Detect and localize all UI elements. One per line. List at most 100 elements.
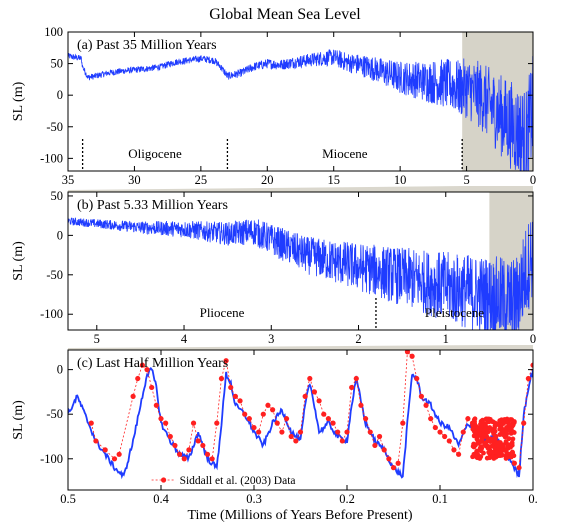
x-tick-label: 0 [530, 332, 536, 346]
siddall-point [510, 436, 516, 442]
siddall-point [195, 438, 201, 444]
siddall-point [390, 465, 397, 471]
siddall-point [456, 451, 462, 457]
x-tick-label: 4 [181, 332, 188, 346]
x-tick-label: 35 [62, 173, 75, 187]
x-tick-label: 15 [327, 173, 340, 187]
siddall-point [475, 425, 481, 431]
siddall-point [149, 384, 155, 391]
y-tick-label: -100 [40, 307, 63, 321]
siddall-point [501, 432, 507, 438]
siddall-point [418, 393, 424, 399]
y-axis-label: SL (m) [11, 241, 26, 281]
siddall-point [353, 375, 359, 382]
siddall-point [204, 451, 211, 457]
plot-frame [67, 191, 534, 331]
siddall-point [102, 447, 108, 453]
x-tick-label: 0.5 [60, 492, 76, 506]
siddall-point [507, 422, 512, 428]
y-tick-label: -50 [46, 120, 63, 134]
siddall-point [242, 411, 248, 417]
siddall-point [186, 447, 192, 453]
siddall-point [376, 433, 383, 440]
siddall-point [144, 367, 150, 373]
siddall-point [521, 420, 527, 426]
siddall-point [432, 424, 438, 431]
siddall-point [499, 417, 504, 423]
siddall-point [409, 353, 415, 359]
siddall-point [504, 425, 509, 430]
siddall-point [490, 436, 496, 442]
panel-title: (c) Last Half Million Years [77, 356, 228, 371]
plot-frame [67, 31, 534, 172]
x-tick-label: 0.3 [246, 492, 262, 506]
siddall-point [404, 350, 411, 355]
siddall-point [256, 429, 262, 435]
x-tick-label: 25 [195, 173, 208, 187]
siddall-point [172, 442, 178, 449]
siddall-point [349, 384, 355, 391]
siddall-point [163, 420, 169, 426]
siddall-point [251, 424, 257, 431]
siddall-point [209, 456, 215, 462]
siddall-point [386, 456, 392, 462]
zoom-connector-bc [68, 345, 533, 350]
siddall-point [530, 362, 533, 368]
siddall-point [478, 444, 484, 449]
siddall-point [381, 447, 387, 453]
siddall-point [190, 420, 197, 426]
siddall-point [516, 465, 522, 471]
siddall-point [451, 447, 457, 453]
x-tick-label: 0.4 [153, 492, 169, 506]
siddall-point [167, 433, 173, 440]
y-tick-label: 0 [57, 88, 63, 102]
x-tick-label: 10 [394, 173, 407, 187]
siddall-point [437, 429, 443, 435]
siddall-point [499, 425, 504, 431]
x-tick-label: 20 [261, 173, 274, 187]
siddall-point [472, 416, 478, 422]
panel-title: (a) Past 35 Million Years [77, 38, 217, 53]
siddall-point [481, 432, 486, 438]
epoch-label: Miocene [322, 146, 368, 161]
y-tick-label: -100 [40, 151, 63, 165]
y-tick-label: 0 [57, 228, 63, 242]
panel-b: Pliocene Pleistocene 5 4 3 2 1 0 50 0 -50 -100 (b) P… [11, 189, 536, 346]
siddall-point [474, 434, 480, 440]
siddall-point [502, 417, 508, 422]
siddall-point [490, 419, 496, 425]
siddall-point [181, 456, 187, 462]
siddall-point [478, 448, 484, 454]
siddall-point [485, 445, 491, 451]
siddall-point [311, 389, 318, 395]
siddall-point [507, 442, 513, 448]
siddall-point [511, 430, 517, 435]
siddall-point [470, 443, 476, 449]
x-tick-label: 0.2 [339, 492, 355, 506]
siddall-point [344, 429, 350, 435]
siddall-point [297, 429, 304, 435]
siddall-point [335, 429, 341, 435]
siddall-point [489, 443, 495, 449]
siddall-point [472, 429, 477, 435]
x-axis-label: Time (Millions of Years Before Present) [187, 508, 412, 523]
siddall-point [177, 451, 183, 457]
y-tick-label: -100 [40, 452, 63, 466]
siddall-point [130, 393, 136, 399]
siddall-point [478, 454, 484, 460]
siddall-point [493, 454, 499, 460]
x-tick-label: 30 [128, 173, 141, 187]
sea-level-series [68, 49, 533, 171]
siddall-point [492, 423, 498, 428]
siddall-point [330, 420, 336, 426]
y-tick-label: 100 [44, 25, 63, 39]
siddall-point [135, 375, 141, 382]
siddall-point [214, 420, 220, 426]
epoch-label: Pliocene [200, 305, 245, 320]
y-axis-label: SL (m) [11, 81, 26, 121]
siddall-point [274, 420, 280, 426]
siddall-point [223, 358, 229, 364]
zoom-connector-ab [68, 186, 533, 192]
siddall-point [367, 429, 373, 435]
